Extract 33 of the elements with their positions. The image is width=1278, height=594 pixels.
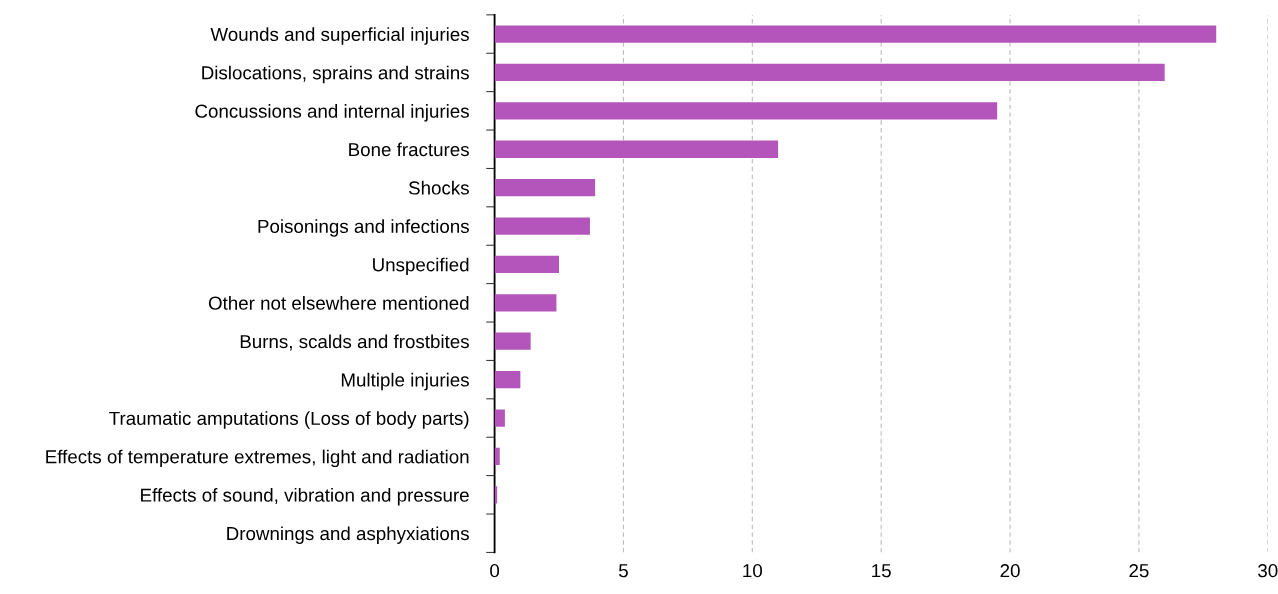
x-tick-label: 15	[872, 564, 891, 578]
y-tick-label: Effects of temperature extremes, light and radiation	[46, 449, 469, 468]
y-tick-label: Effects of sound, vibration and pressure	[141, 488, 469, 506]
bar	[494, 179, 596, 197]
y-tick-label: Wounds and superficial injuries	[210, 27, 469, 45]
y-tick-label: Dislocations, sprains and strains	[202, 65, 469, 84]
y-tick-label: Other not elsewhere mentioned	[208, 296, 469, 310]
bar	[494, 332, 531, 350]
x-tick-label: 5	[618, 564, 628, 578]
y-tick-label: Concussions and internal injuries	[195, 104, 469, 122]
bar	[494, 140, 779, 158]
x-tick-label: 30	[1258, 564, 1278, 578]
x-tick-label: 20	[1000, 564, 1020, 578]
x-tick-label: 25	[1129, 564, 1149, 578]
bar	[494, 447, 500, 466]
bar	[494, 294, 557, 312]
y-tick-label: Poisonings and infections	[258, 219, 469, 237]
bar	[494, 102, 998, 120]
bar	[494, 63, 1165, 82]
y-tick-label: Multiple injuries	[341, 372, 469, 391]
bar	[494, 25, 1217, 43]
y-tick-label: Bone fractures	[349, 142, 469, 157]
y-tick-label: Drownings and asphyxiations	[227, 526, 469, 544]
bar	[494, 217, 590, 235]
bar	[494, 255, 560, 274]
x-tick-label: 10	[743, 564, 763, 578]
bar	[494, 370, 521, 389]
y-tick-label: Shocks	[408, 180, 469, 195]
y-tick-label: Unspecified	[373, 257, 469, 276]
y-tick-label: Burns, scalds and frostbites	[240, 334, 469, 351]
y-tick-label: Traumatic amputations (Loss of body parts)	[109, 411, 469, 429]
bar	[494, 409, 505, 427]
x-tick-label: 0	[490, 564, 500, 578]
